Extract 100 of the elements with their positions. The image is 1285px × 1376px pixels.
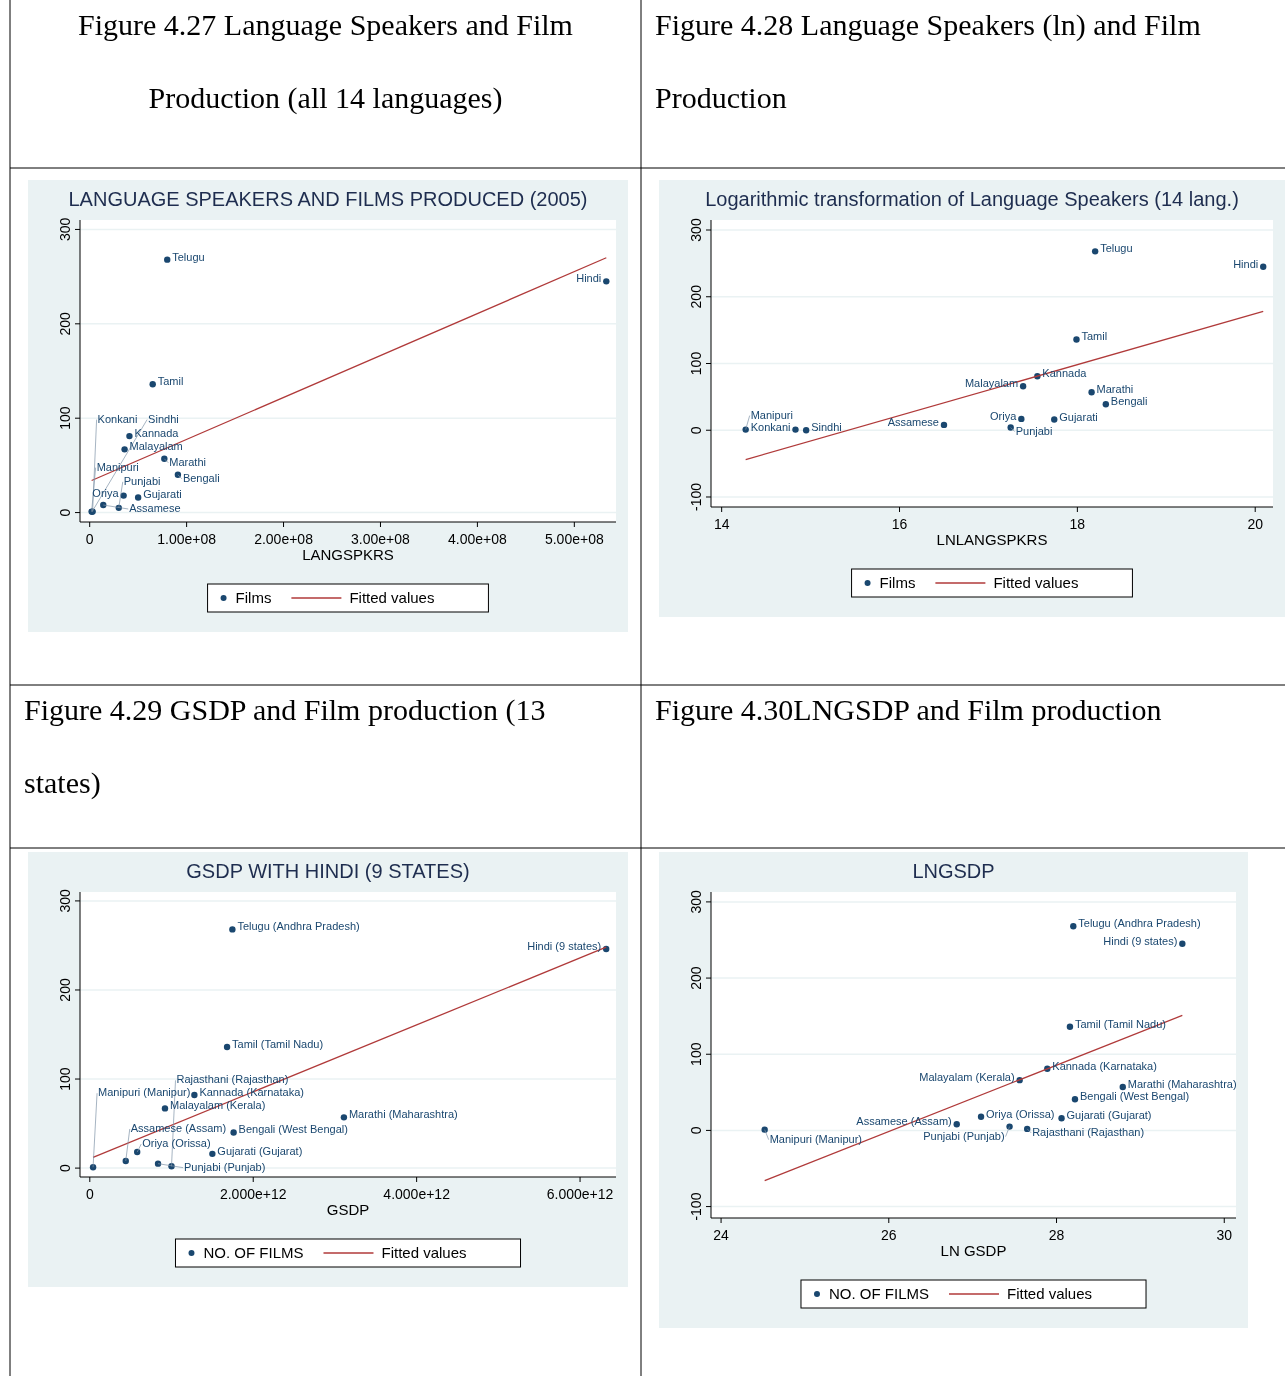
annotation: Telugu [172, 250, 205, 263]
annotation: Punjabi (Punjab) [184, 1160, 266, 1173]
annotation: Bengali (West Bengal) [238, 1123, 348, 1136]
y-tick-label: 300 [57, 889, 73, 913]
x-axis-title: GSDP [326, 1201, 370, 1218]
annotation: Rajasthani (Rajasthan) [1032, 1125, 1145, 1138]
point [1066, 1023, 1074, 1031]
x-tick-label: 0 [85, 1186, 94, 1202]
annotation: Malayalam (Kerala) [919, 1071, 1015, 1084]
annotation: Sindhi [811, 421, 842, 434]
x-axis-title: LANGSPKRS [302, 546, 394, 563]
x-tick-label: 18 [1069, 516, 1086, 532]
point [126, 432, 133, 440]
annotation: Kannada (Karnataka) [199, 1086, 304, 1099]
annotation: Gujarati [143, 488, 182, 501]
annotation: Punjabi (Punjab) [923, 1129, 1005, 1142]
point [1070, 923, 1077, 930]
point [977, 1113, 985, 1120]
y-tick-label: 100 [57, 1067, 73, 1091]
chart-title: Figure 4.28 Language Speakers (ln) and Film Production [655, 8, 1201, 114]
point [802, 427, 810, 434]
annotation: Malayalam [964, 377, 1019, 390]
point [1260, 263, 1267, 270]
y-tick-label: 200 [57, 311, 73, 336]
chart-subtitle: GSDP WITH HINDI (9 STATES) [186, 860, 470, 882]
point [1119, 1083, 1126, 1091]
y-tick-label: 100 [688, 1042, 704, 1066]
annotation: Konkani [97, 412, 138, 425]
annotation: Kannada [1042, 367, 1088, 380]
x-tick-label: 24 [713, 1227, 730, 1243]
x-tick-label: 3.00e+08 [351, 531, 411, 547]
point [1051, 416, 1058, 423]
annotation: Assamese [129, 502, 181, 515]
annotation: Malayalam (Kerala) [169, 1099, 266, 1112]
annotation: Oriya [990, 409, 1018, 422]
chart-title: Figure 4.30LNGSDP and Film production [655, 693, 1162, 726]
annotation: Bengali [182, 471, 220, 484]
annotation: Hindi (9 states) [1103, 934, 1178, 947]
x-tick-label: 16 [891, 516, 908, 532]
y-tick-label: -100 [688, 1192, 704, 1221]
point [121, 446, 128, 453]
x-tick-label: 1.00e+08 [157, 531, 217, 547]
annotation: Tamil [1081, 330, 1108, 343]
x-tick-label: 28 [1048, 1227, 1065, 1243]
legend-label: Films [235, 589, 272, 606]
annotation: Gujarati [1059, 410, 1098, 423]
annotation: Punjabi [1015, 424, 1053, 437]
annotation: Hindi [1233, 257, 1259, 270]
x-tick-label: 0 [85, 531, 94, 547]
y-tick-label: 300 [688, 218, 704, 242]
x-tick-label: 26 [881, 1227, 897, 1243]
annotation: Tamil (Tamil Nadu) [232, 1037, 324, 1050]
annotation: Assamese [887, 415, 939, 428]
y-tick-label: 0 [57, 1163, 73, 1172]
annotation: Kannada (Karnataka) [1052, 1059, 1157, 1072]
point [1091, 248, 1099, 255]
y-tick-label: 0 [57, 508, 73, 517]
annotation: Manipuri (Manipur) [769, 1132, 862, 1145]
legend-label: Fitted values [993, 574, 1079, 591]
legend-label: Fitted values [349, 589, 435, 606]
annotation: Telugu [1100, 242, 1133, 255]
point [1179, 940, 1186, 947]
annotation: Punjabi [123, 474, 161, 487]
annotation: Gujarati (Gujarat) [1066, 1109, 1152, 1122]
point [191, 1091, 198, 1099]
annotation: Marathi (Maharashtra) [348, 1108, 458, 1121]
chart-title: Figure 4.29 GSDP and Film production (13 states) [24, 693, 546, 799]
point [1071, 1095, 1079, 1103]
annotation: Gujarati (Gujarat) [217, 1144, 303, 1157]
point [164, 256, 171, 263]
point [1102, 401, 1110, 408]
x-tick-label: 2.000e+12 [219, 1186, 287, 1202]
point [223, 1043, 231, 1051]
point [1018, 415, 1025, 423]
annotation: Bengali [1110, 395, 1148, 408]
annotation: Hindi [576, 272, 602, 285]
annotation: Telugu (Andhra Pradesh) [237, 920, 360, 933]
annotation: Telugu (Andhra Pradesh) [1078, 917, 1201, 930]
point [940, 421, 948, 429]
y-tick-label: 300 [688, 890, 704, 914]
point [603, 278, 610, 285]
y-tick-label: 200 [688, 966, 704, 990]
x-tick-label: 20 [1247, 516, 1264, 532]
point [1073, 336, 1080, 343]
x-tick-label: 5.00e+08 [544, 531, 604, 547]
annotation: Sindhi [148, 412, 179, 425]
y-tick-label: 200 [688, 284, 704, 309]
x-tick-label: 14 [713, 516, 730, 532]
point [792, 426, 799, 433]
chart-subtitle: LNGSDP [912, 860, 995, 882]
x-tick-label: 4.00e+08 [448, 531, 507, 547]
x-tick-label: 6.000e+12 [546, 1186, 614, 1202]
point [161, 1105, 169, 1112]
point [134, 494, 142, 501]
annotation: Konkani [750, 420, 791, 433]
annotation: Oriya (Orissa) [142, 1137, 211, 1150]
x-tick-label: 4.000e+12 [383, 1186, 451, 1202]
legend-label: Fitted values [381, 1244, 467, 1261]
y-tick-label: 0 [688, 426, 704, 435]
annotation: Oriya (Orissa) [986, 1107, 1055, 1120]
